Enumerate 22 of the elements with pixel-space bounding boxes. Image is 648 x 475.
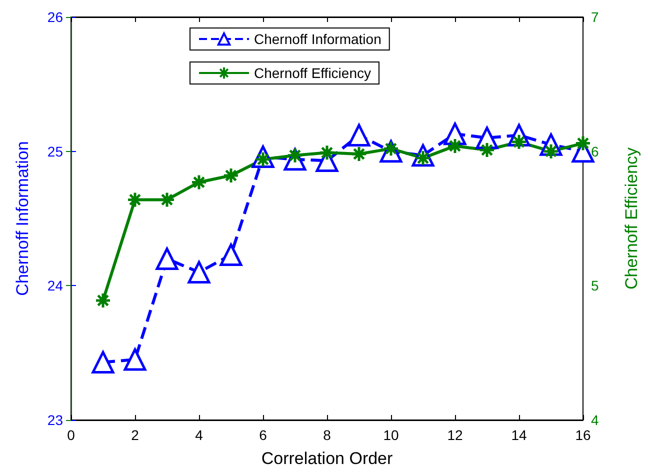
x-tick-label: 10: [383, 427, 399, 443]
x-tick-label: 2: [131, 427, 140, 443]
y2-tick-label: 6: [591, 143, 599, 160]
x-tick-label: 0: [67, 427, 76, 443]
x-tick-label: 16: [575, 427, 591, 443]
x-tick-label: 4: [195, 427, 204, 443]
y2-tick-label: 7: [591, 9, 599, 25]
legend-label: Chernoff Information: [254, 31, 382, 47]
y2-axis-title: Chernoff Efficiency: [622, 146, 641, 290]
y-tick-label: 25: [47, 143, 64, 160]
legend-label: Chernoff Efficiency: [254, 65, 371, 81]
x-tick-label: 6: [259, 427, 268, 443]
y2-tick-label: 4: [591, 412, 599, 428]
y-axis-title: Chernoff Information: [13, 141, 32, 296]
y-tick-label: 26: [47, 9, 64, 25]
x-tick-label: 14: [511, 427, 527, 443]
x-axis-title: Correlation Order: [261, 449, 393, 468]
x-tick-label: 8: [323, 427, 332, 443]
x-tick-label: 12: [447, 427, 463, 443]
y-tick-label: 24: [47, 278, 64, 294]
y-tick-label: 23: [47, 412, 64, 428]
y2-tick-label: 5: [591, 278, 599, 294]
